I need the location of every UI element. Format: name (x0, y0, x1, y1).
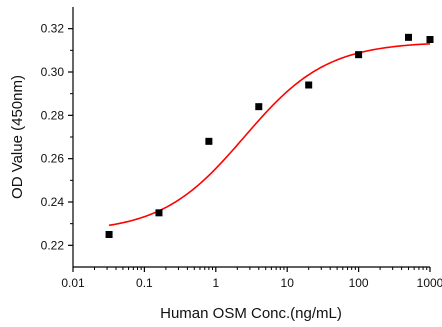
x-tick-label: 0.1 (136, 276, 153, 290)
fit-curve-layer (108, 42, 431, 227)
data-point (155, 209, 163, 217)
y-tick-label: 0.22 (41, 238, 65, 252)
ticks: 0.01 0.1 1 10 100 1000 0.22 0.24 0.26 0.28 0.30 0.3… (41, 22, 442, 290)
y-tick-label: 0.28 (41, 108, 65, 122)
axes (72, 7, 430, 268)
data-point (355, 51, 363, 59)
data-point (105, 231, 113, 238)
x-tick-label: 0.01 (61, 276, 85, 290)
data-points (105, 33, 434, 238)
data-point (426, 36, 434, 43)
x-axis-title: Human OSM Conc.(ng/mL) (160, 305, 342, 322)
y-tick-label: 0.24 (41, 195, 65, 209)
x-tick-label: 10 (281, 276, 295, 290)
data-point (305, 81, 313, 89)
data-point (405, 33, 413, 41)
data-point (205, 137, 213, 145)
data-point (255, 103, 263, 111)
y-tick-label: 0.32 (41, 22, 65, 36)
y-tick-label: 0.30 (41, 65, 65, 79)
x-tick-label: 1 (212, 276, 219, 290)
fit-curve (108, 42, 431, 227)
x-tick-label: 1000 (417, 276, 442, 290)
y-tick-label: 0.26 (41, 152, 65, 166)
x-tick-label: 100 (349, 276, 369, 290)
y-axis-title: OD Value (450nm) (9, 75, 26, 199)
